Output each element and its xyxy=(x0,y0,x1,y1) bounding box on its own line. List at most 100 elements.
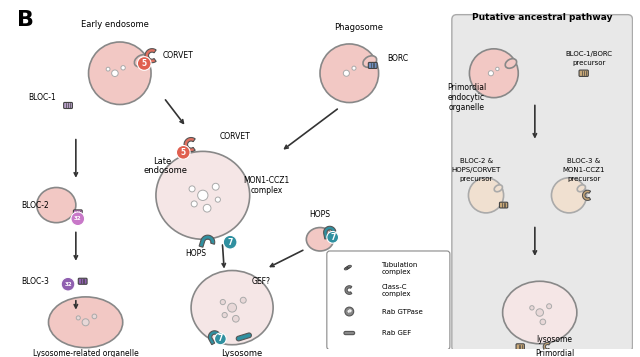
Text: organelle: organelle xyxy=(449,103,484,112)
Text: 7: 7 xyxy=(330,233,335,242)
Text: HOPS: HOPS xyxy=(186,250,207,258)
Circle shape xyxy=(552,178,587,213)
FancyBboxPatch shape xyxy=(327,251,450,350)
Circle shape xyxy=(468,178,504,213)
Text: Early endosome: Early endosome xyxy=(81,20,149,29)
Circle shape xyxy=(76,316,81,320)
Text: BORC: BORC xyxy=(388,54,409,63)
Text: HOPS/CORVET: HOPS/CORVET xyxy=(452,167,501,173)
Ellipse shape xyxy=(344,267,348,270)
Circle shape xyxy=(232,316,239,322)
FancyBboxPatch shape xyxy=(579,70,588,76)
Ellipse shape xyxy=(502,281,577,344)
Circle shape xyxy=(198,190,208,201)
Circle shape xyxy=(240,297,246,303)
Circle shape xyxy=(547,304,552,309)
FancyBboxPatch shape xyxy=(78,278,87,284)
Polygon shape xyxy=(345,286,352,295)
Text: Tubulation
complex: Tubulation complex xyxy=(381,262,418,275)
Circle shape xyxy=(352,66,356,70)
Text: BLOC-2 &: BLOC-2 & xyxy=(460,158,493,164)
Text: endocytic: endocytic xyxy=(448,93,485,102)
Polygon shape xyxy=(543,342,550,351)
Circle shape xyxy=(223,235,237,249)
Text: CORVET: CORVET xyxy=(220,132,250,141)
Text: MON1-CCZ1: MON1-CCZ1 xyxy=(243,176,289,185)
Circle shape xyxy=(469,49,518,98)
Polygon shape xyxy=(145,49,156,63)
Text: Lysosome: Lysosome xyxy=(221,349,262,357)
Text: precursor: precursor xyxy=(572,60,605,65)
Text: Class-C
complex: Class-C complex xyxy=(381,283,411,297)
Text: precursor: precursor xyxy=(460,176,493,182)
Circle shape xyxy=(345,307,354,316)
Ellipse shape xyxy=(191,271,273,345)
Text: Phagosome: Phagosome xyxy=(335,23,383,32)
Circle shape xyxy=(111,70,118,76)
Circle shape xyxy=(204,204,211,212)
Polygon shape xyxy=(184,137,195,152)
Circle shape xyxy=(61,277,75,291)
Circle shape xyxy=(488,71,493,76)
Text: CORVET: CORVET xyxy=(163,51,194,60)
Text: BLOC-1/BORC: BLOC-1/BORC xyxy=(565,51,612,57)
Text: Late: Late xyxy=(153,157,171,166)
FancyBboxPatch shape xyxy=(63,102,72,109)
Text: endosome: endosome xyxy=(144,166,188,175)
Text: 5: 5 xyxy=(180,148,186,157)
Circle shape xyxy=(71,212,84,226)
Circle shape xyxy=(530,306,534,310)
FancyBboxPatch shape xyxy=(499,202,508,208)
Ellipse shape xyxy=(505,59,516,68)
Circle shape xyxy=(92,314,97,319)
Circle shape xyxy=(82,319,89,326)
FancyBboxPatch shape xyxy=(369,62,377,69)
Circle shape xyxy=(536,309,543,316)
Text: HOPS: HOPS xyxy=(310,210,330,219)
Text: 7: 7 xyxy=(227,238,233,247)
Ellipse shape xyxy=(49,297,123,348)
Text: 5: 5 xyxy=(141,59,147,68)
Polygon shape xyxy=(236,333,252,341)
Polygon shape xyxy=(199,235,214,247)
Circle shape xyxy=(106,67,110,71)
Ellipse shape xyxy=(363,56,377,67)
Text: BLOC-3 &: BLOC-3 & xyxy=(567,158,600,164)
Ellipse shape xyxy=(346,266,350,269)
Polygon shape xyxy=(209,331,220,345)
Text: 32: 32 xyxy=(64,282,72,287)
Text: lysosome: lysosome xyxy=(536,335,572,345)
Ellipse shape xyxy=(156,151,250,239)
Circle shape xyxy=(121,66,125,70)
Ellipse shape xyxy=(36,187,76,223)
Circle shape xyxy=(215,197,220,202)
Ellipse shape xyxy=(307,227,333,251)
Text: Primordial: Primordial xyxy=(447,84,486,92)
Text: B: B xyxy=(17,10,35,30)
Text: BLOC-1: BLOC-1 xyxy=(28,93,56,102)
Text: Putative ancestral pathway: Putative ancestral pathway xyxy=(472,13,612,22)
Ellipse shape xyxy=(494,185,502,192)
Circle shape xyxy=(222,312,227,318)
Ellipse shape xyxy=(134,55,149,67)
Circle shape xyxy=(343,70,349,76)
Text: GEF?: GEF? xyxy=(252,277,271,286)
Text: #: # xyxy=(347,309,352,314)
Text: Primordial: Primordial xyxy=(535,349,574,357)
Circle shape xyxy=(189,186,195,192)
Circle shape xyxy=(138,57,151,70)
Circle shape xyxy=(88,42,151,105)
Circle shape xyxy=(320,44,379,102)
Text: 7: 7 xyxy=(218,335,223,343)
Polygon shape xyxy=(344,331,355,335)
Polygon shape xyxy=(582,190,591,200)
FancyBboxPatch shape xyxy=(516,344,524,350)
Circle shape xyxy=(220,300,225,305)
Ellipse shape xyxy=(347,265,351,268)
Text: BLOC-3: BLOC-3 xyxy=(21,277,49,286)
Text: precursor: precursor xyxy=(567,176,600,182)
Text: Rab GEF: Rab GEF xyxy=(381,330,411,336)
Circle shape xyxy=(177,146,190,159)
Circle shape xyxy=(495,67,499,71)
Circle shape xyxy=(212,183,219,190)
